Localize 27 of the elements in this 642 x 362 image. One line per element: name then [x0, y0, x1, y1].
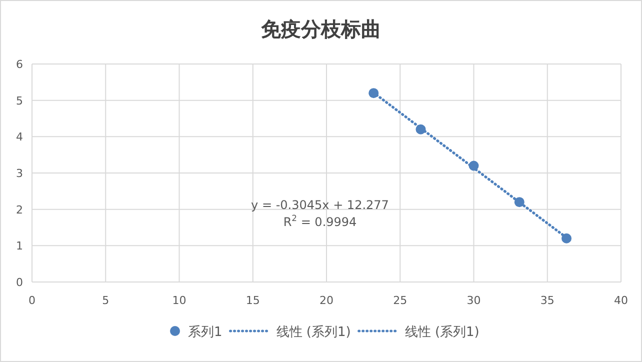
legend-label: 线性 (系列1) [276, 325, 351, 340]
x-tick-label: 15 [246, 294, 260, 307]
y-tick-label: 1 [16, 240, 23, 253]
legend-label: 线性 (系列1) [404, 325, 480, 340]
x-tick-label: 35 [540, 294, 554, 307]
y-tick-label: 2 [16, 203, 23, 216]
annotation: R$^{2}$ = 0.9994 [283, 213, 357, 229]
point [368, 88, 379, 98]
y-tick-label: 4 [16, 130, 23, 144]
x-tick-label: 5 [102, 294, 110, 307]
x-tick-label: 10 [172, 294, 186, 307]
point [468, 160, 479, 171]
legend-label: 系列1 [188, 325, 222, 340]
y-tick-label: 3 [16, 167, 23, 180]
x-tick-label: 20 [320, 294, 334, 307]
y-tick-label: 5 [16, 94, 23, 108]
y-tick-label: 0 [16, 276, 23, 289]
y-tick-label: 6 [16, 58, 23, 71]
annotation: y = -0.3045x + 12.277 [251, 198, 389, 212]
point [416, 124, 426, 134]
chart-title: 免疫分枝标曲 [260, 17, 381, 41]
x-tick-label: 0 [28, 294, 36, 307]
point [562, 233, 572, 244]
x-tick-label: 25 [393, 294, 408, 307]
point [514, 197, 524, 208]
x-tick-label: 30 [466, 294, 481, 307]
x-tick-label: 40 [614, 294, 628, 307]
